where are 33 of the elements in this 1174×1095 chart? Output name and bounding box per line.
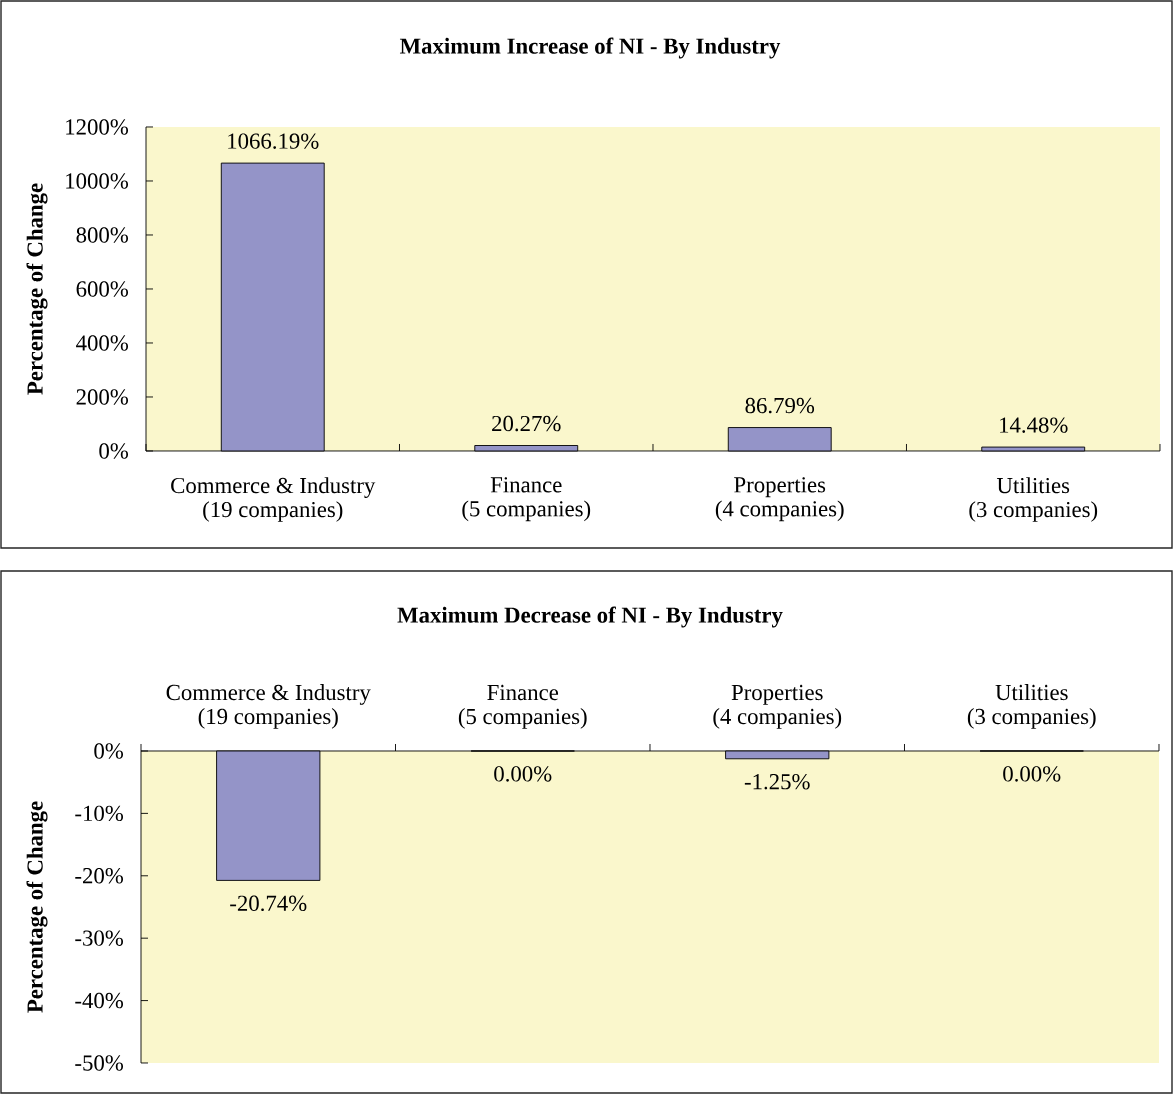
x-tick-label: Finance (5 companies) [458,684,587,729]
x-tick-label: Utilities (3 companies) [969,477,1098,522]
x-tick-label: Properties (4 companies) [713,684,842,729]
data-label: 14.48% [1000,417,1068,433]
x-tick-label: Finance (5 companies) [462,477,591,522]
y-axis-title: Percentage of Change [26,183,48,395]
y-tick-label: 0% [99,443,129,459]
y-tick-label: 1200% [66,119,129,135]
y-tick-label: 600% [76,281,129,297]
x-tick-label: Commerce & Industry (19 companies) [171,477,376,522]
x-tick-label: Commerce & Industry (19 companies) [166,684,371,729]
chart-title: Maximum Increase of NI - By Industry [399,37,781,59]
x-tick-label: Utilities (3 companies) [967,684,1096,729]
y-tick-label: 800% [76,227,129,243]
y-tick-label: -30% [75,930,124,946]
data-label: -1.25% [744,773,810,790]
chart-title: Maximum Decrease of NI - By Industry [397,606,783,628]
data-label: 0.00% [1003,766,1061,782]
y-tick-label: -20% [75,868,124,884]
y-tick-label: 400% [76,335,129,351]
y-tick-label: -40% [75,992,124,1009]
data-label: 1066.19% [228,133,319,149]
y-axis-title: Percentage of Change [26,801,48,1013]
data-label: -20.74% [230,895,307,912]
x-tick-label: Properties (4 companies) [715,477,844,522]
data-label: 0.00% [494,766,552,782]
y-tick-label: -10% [75,805,124,822]
y-tick-label: 200% [76,389,129,405]
data-label: 86.79% [745,397,815,414]
y-tick-label: 0% [94,743,124,759]
y-tick-label: 1000% [66,173,129,189]
data-label: 20.27% [492,415,561,432]
y-tick-label: -50% [75,1055,124,1071]
